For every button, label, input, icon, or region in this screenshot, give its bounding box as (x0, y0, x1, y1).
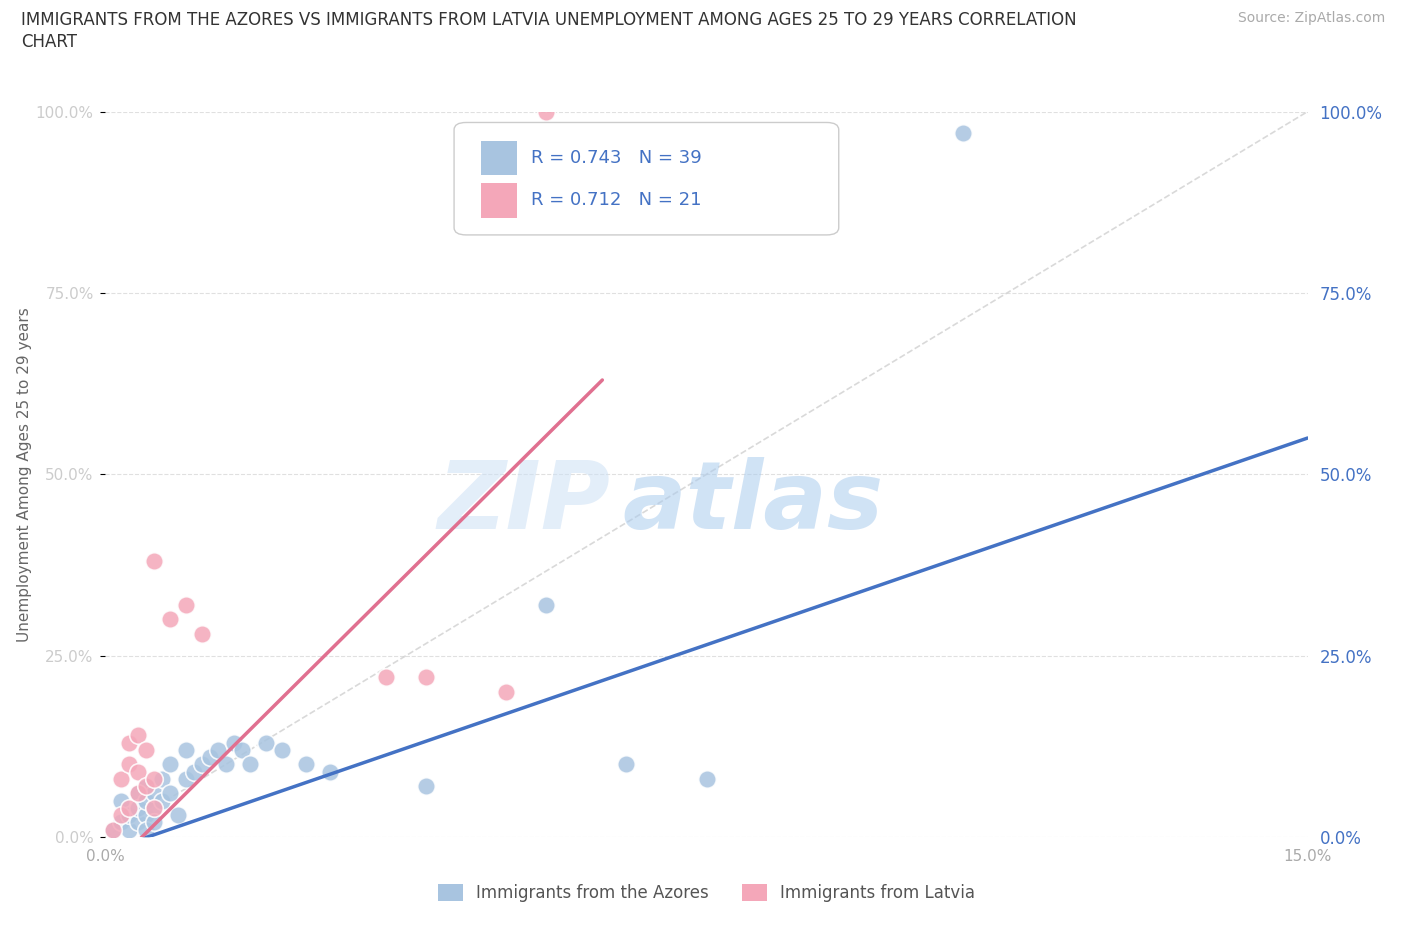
Point (534, 104, 557, 119)
Point (110, 808, 132, 823)
Point (159, 612, 181, 627)
Point (142, 801, 165, 816)
Point (135, 793, 157, 808)
Bar (481, 140, 516, 176)
Point (110, 772, 132, 787)
Y-axis label: Unemployment Among Ages 25 to 29 years: Unemployment Among Ages 25 to 29 years (17, 307, 32, 642)
Text: R = 0.743   N = 39: R = 0.743 N = 39 (531, 149, 702, 167)
Point (270, 742, 292, 757)
Point (135, 778, 157, 793)
Legend: Immigrants from the Azores, Immigrants from Latvia: Immigrants from the Azores, Immigrants f… (432, 877, 981, 909)
Point (534, 597, 557, 612)
Point (159, 786, 181, 801)
Point (118, 801, 141, 816)
Point (118, 736, 141, 751)
Point (142, 815, 165, 830)
Point (295, 757, 318, 772)
Point (110, 793, 132, 808)
Point (142, 801, 165, 816)
Point (135, 778, 157, 793)
Point (118, 757, 141, 772)
Text: CHART: CHART (21, 33, 77, 50)
Point (190, 757, 212, 772)
Point (415, 778, 437, 793)
Point (696, 772, 718, 787)
Text: ZIP: ZIP (437, 458, 610, 550)
Point (231, 742, 253, 757)
Point (127, 786, 149, 801)
Point (110, 815, 132, 830)
Point (127, 815, 149, 830)
Point (222, 736, 245, 751)
Point (142, 786, 165, 801)
Point (135, 808, 157, 823)
Point (495, 684, 517, 699)
Point (254, 736, 277, 751)
Point (319, 764, 342, 779)
Point (214, 757, 236, 772)
Point (415, 670, 437, 684)
Point (135, 822, 157, 837)
Point (150, 772, 173, 787)
Point (174, 772, 197, 787)
Point (127, 786, 149, 801)
Point (207, 742, 229, 757)
Point (118, 822, 141, 837)
Point (183, 764, 205, 779)
Point (103, 822, 125, 837)
Point (135, 742, 157, 757)
Point (127, 801, 149, 816)
Bar (481, 182, 516, 218)
Point (198, 750, 221, 764)
Point (190, 627, 212, 642)
Point (174, 597, 197, 612)
Point (127, 728, 149, 743)
Point (103, 822, 125, 837)
Point (374, 670, 398, 684)
Text: R = 0.712   N = 21: R = 0.712 N = 21 (531, 191, 702, 209)
Point (952, 126, 974, 140)
Point (174, 742, 197, 757)
Point (616, 757, 638, 772)
Text: atlas: atlas (623, 458, 883, 550)
Point (118, 808, 141, 823)
Text: IMMIGRANTS FROM THE AZORES VS IMMIGRANTS FROM LATVIA UNEMPLOYMENT AMONG AGES 25 : IMMIGRANTS FROM THE AZORES VS IMMIGRANTS… (21, 11, 1077, 29)
Point (166, 808, 188, 823)
Point (159, 757, 181, 772)
FancyBboxPatch shape (454, 123, 839, 235)
Point (127, 764, 149, 779)
Point (150, 793, 173, 808)
Text: Source: ZipAtlas.com: Source: ZipAtlas.com (1237, 11, 1385, 25)
Point (239, 757, 262, 772)
Point (142, 772, 165, 787)
Point (142, 554, 165, 569)
